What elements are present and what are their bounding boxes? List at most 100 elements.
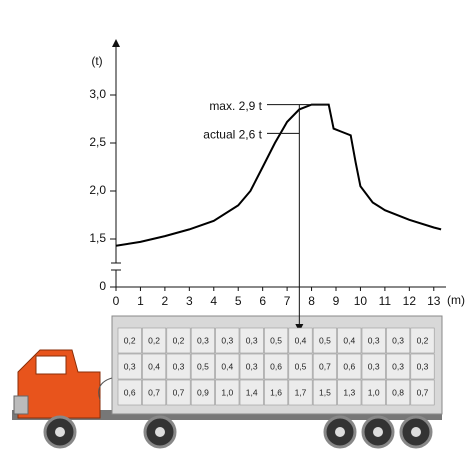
cell-value: 0,2	[173, 335, 185, 345]
grid-cell	[288, 353, 313, 380]
cell-value: 1,0	[368, 387, 380, 397]
data-line	[115, 103, 442, 247]
grid-cell	[215, 353, 240, 380]
grid-cell	[361, 353, 386, 380]
cell-value: 0,6	[124, 387, 136, 397]
x-axis-label: (m)	[447, 293, 465, 307]
grid-cell	[386, 327, 411, 354]
grid-cell	[312, 379, 337, 406]
cell-value: 0,5	[197, 361, 209, 371]
grid-cell	[410, 327, 435, 354]
cell-value: 0,3	[392, 361, 404, 371]
x-tick-label: 7	[284, 294, 291, 308]
grid-cell	[166, 379, 191, 406]
hubs	[55, 427, 421, 437]
x-tick-label: 2	[162, 294, 169, 308]
grid-cell	[117, 327, 142, 354]
cell-value: 0,3	[246, 335, 258, 345]
cell-value: 1,7	[295, 387, 307, 397]
cell-value: 0,2	[417, 335, 429, 345]
x-tick-label: 4	[210, 294, 217, 308]
y-tick-label: 0	[99, 279, 106, 293]
grid-cell	[410, 353, 435, 380]
y-tick-label: 3,0	[89, 87, 106, 101]
grid-cell	[361, 379, 386, 406]
hose	[98, 377, 113, 401]
x-tick-label: 5	[235, 294, 242, 308]
grid-cell	[190, 379, 215, 406]
cell-value: 1,0	[221, 387, 233, 397]
grid-cell	[166, 353, 191, 380]
cell-value: 0,3	[246, 361, 258, 371]
grid-cell	[288, 327, 313, 354]
grid-cell	[142, 379, 167, 406]
cell-value: 0,3	[392, 335, 404, 345]
grid-cell	[117, 353, 142, 380]
x-tick-label: 6	[259, 294, 266, 308]
cell-value: 0,6	[270, 361, 282, 371]
cell-value: 1,3	[343, 387, 355, 397]
x-tick-label: 3	[186, 294, 193, 308]
cell-value: 0,4	[148, 361, 160, 371]
cell-value: 0,2	[124, 335, 136, 345]
bumper	[13, 395, 29, 415]
y-axis-label: (t)	[91, 54, 102, 68]
x-tick-label: 10	[354, 294, 368, 308]
cell-value: 0,3	[368, 335, 380, 345]
grid-cell	[337, 353, 362, 380]
grid-cell	[166, 327, 191, 354]
cell-value: 0,6	[343, 361, 355, 371]
grid-cell	[142, 353, 167, 380]
x-tick-label: 1	[137, 294, 144, 308]
grid-cell	[361, 327, 386, 354]
cell-value: 0,3	[368, 361, 380, 371]
cell-value: 0,4	[221, 361, 233, 371]
grid-cell	[312, 327, 337, 354]
annotation: max. 2,9 t	[209, 99, 262, 113]
x-tick-label: 0	[113, 294, 120, 308]
grid-cell	[117, 379, 142, 406]
cell-value: 0,2	[148, 335, 160, 345]
y-tick-label: 2,0	[89, 183, 106, 197]
x-tick-label: 12	[403, 294, 417, 308]
cell-value: 0,7	[417, 387, 429, 397]
grid-cell	[190, 353, 215, 380]
cell-value: 1,6	[270, 387, 282, 397]
grid-cell	[142, 327, 167, 354]
chassis	[12, 410, 442, 420]
grid-cell	[215, 379, 240, 406]
grid-cell	[386, 353, 411, 380]
grid-cell	[386, 379, 411, 406]
cell-value: 0,7	[319, 361, 331, 371]
cell-value: 0,3	[197, 335, 209, 345]
grid-cell	[264, 353, 289, 380]
grid-cell	[264, 379, 289, 406]
cell-value: 1,4	[246, 387, 258, 397]
cell-value: 0,7	[173, 387, 185, 397]
grid-cell	[239, 327, 264, 354]
grid-cell	[337, 327, 362, 354]
x-tick-label: 9	[333, 294, 340, 308]
cell-value: 0,8	[392, 387, 404, 397]
cell-value: 0,3	[173, 361, 185, 371]
cab-window	[35, 355, 67, 375]
grid-cell	[190, 327, 215, 354]
annotation: actual 2,6 t	[203, 128, 262, 142]
grid-cell	[215, 327, 240, 354]
cell-value: 0,5	[295, 361, 307, 371]
grid-cell	[288, 379, 313, 406]
cell-value: 0,3	[417, 361, 429, 371]
x-tick-label: 13	[427, 294, 441, 308]
grid-cell	[264, 327, 289, 354]
cell-value: 0,5	[319, 335, 331, 345]
x-tick-label: 8	[308, 294, 315, 308]
x-tick-label: 11	[379, 294, 392, 308]
cell-value: 0,3	[124, 361, 136, 371]
cell-value: 0,5	[270, 335, 282, 345]
y-tick-label: 2,5	[89, 135, 106, 149]
cell-value: 1,5	[319, 387, 331, 397]
cell-value: 0,3	[221, 335, 233, 345]
cell-value: 0,7	[148, 387, 160, 397]
grid-cell	[312, 353, 337, 380]
grid-cell	[410, 379, 435, 406]
